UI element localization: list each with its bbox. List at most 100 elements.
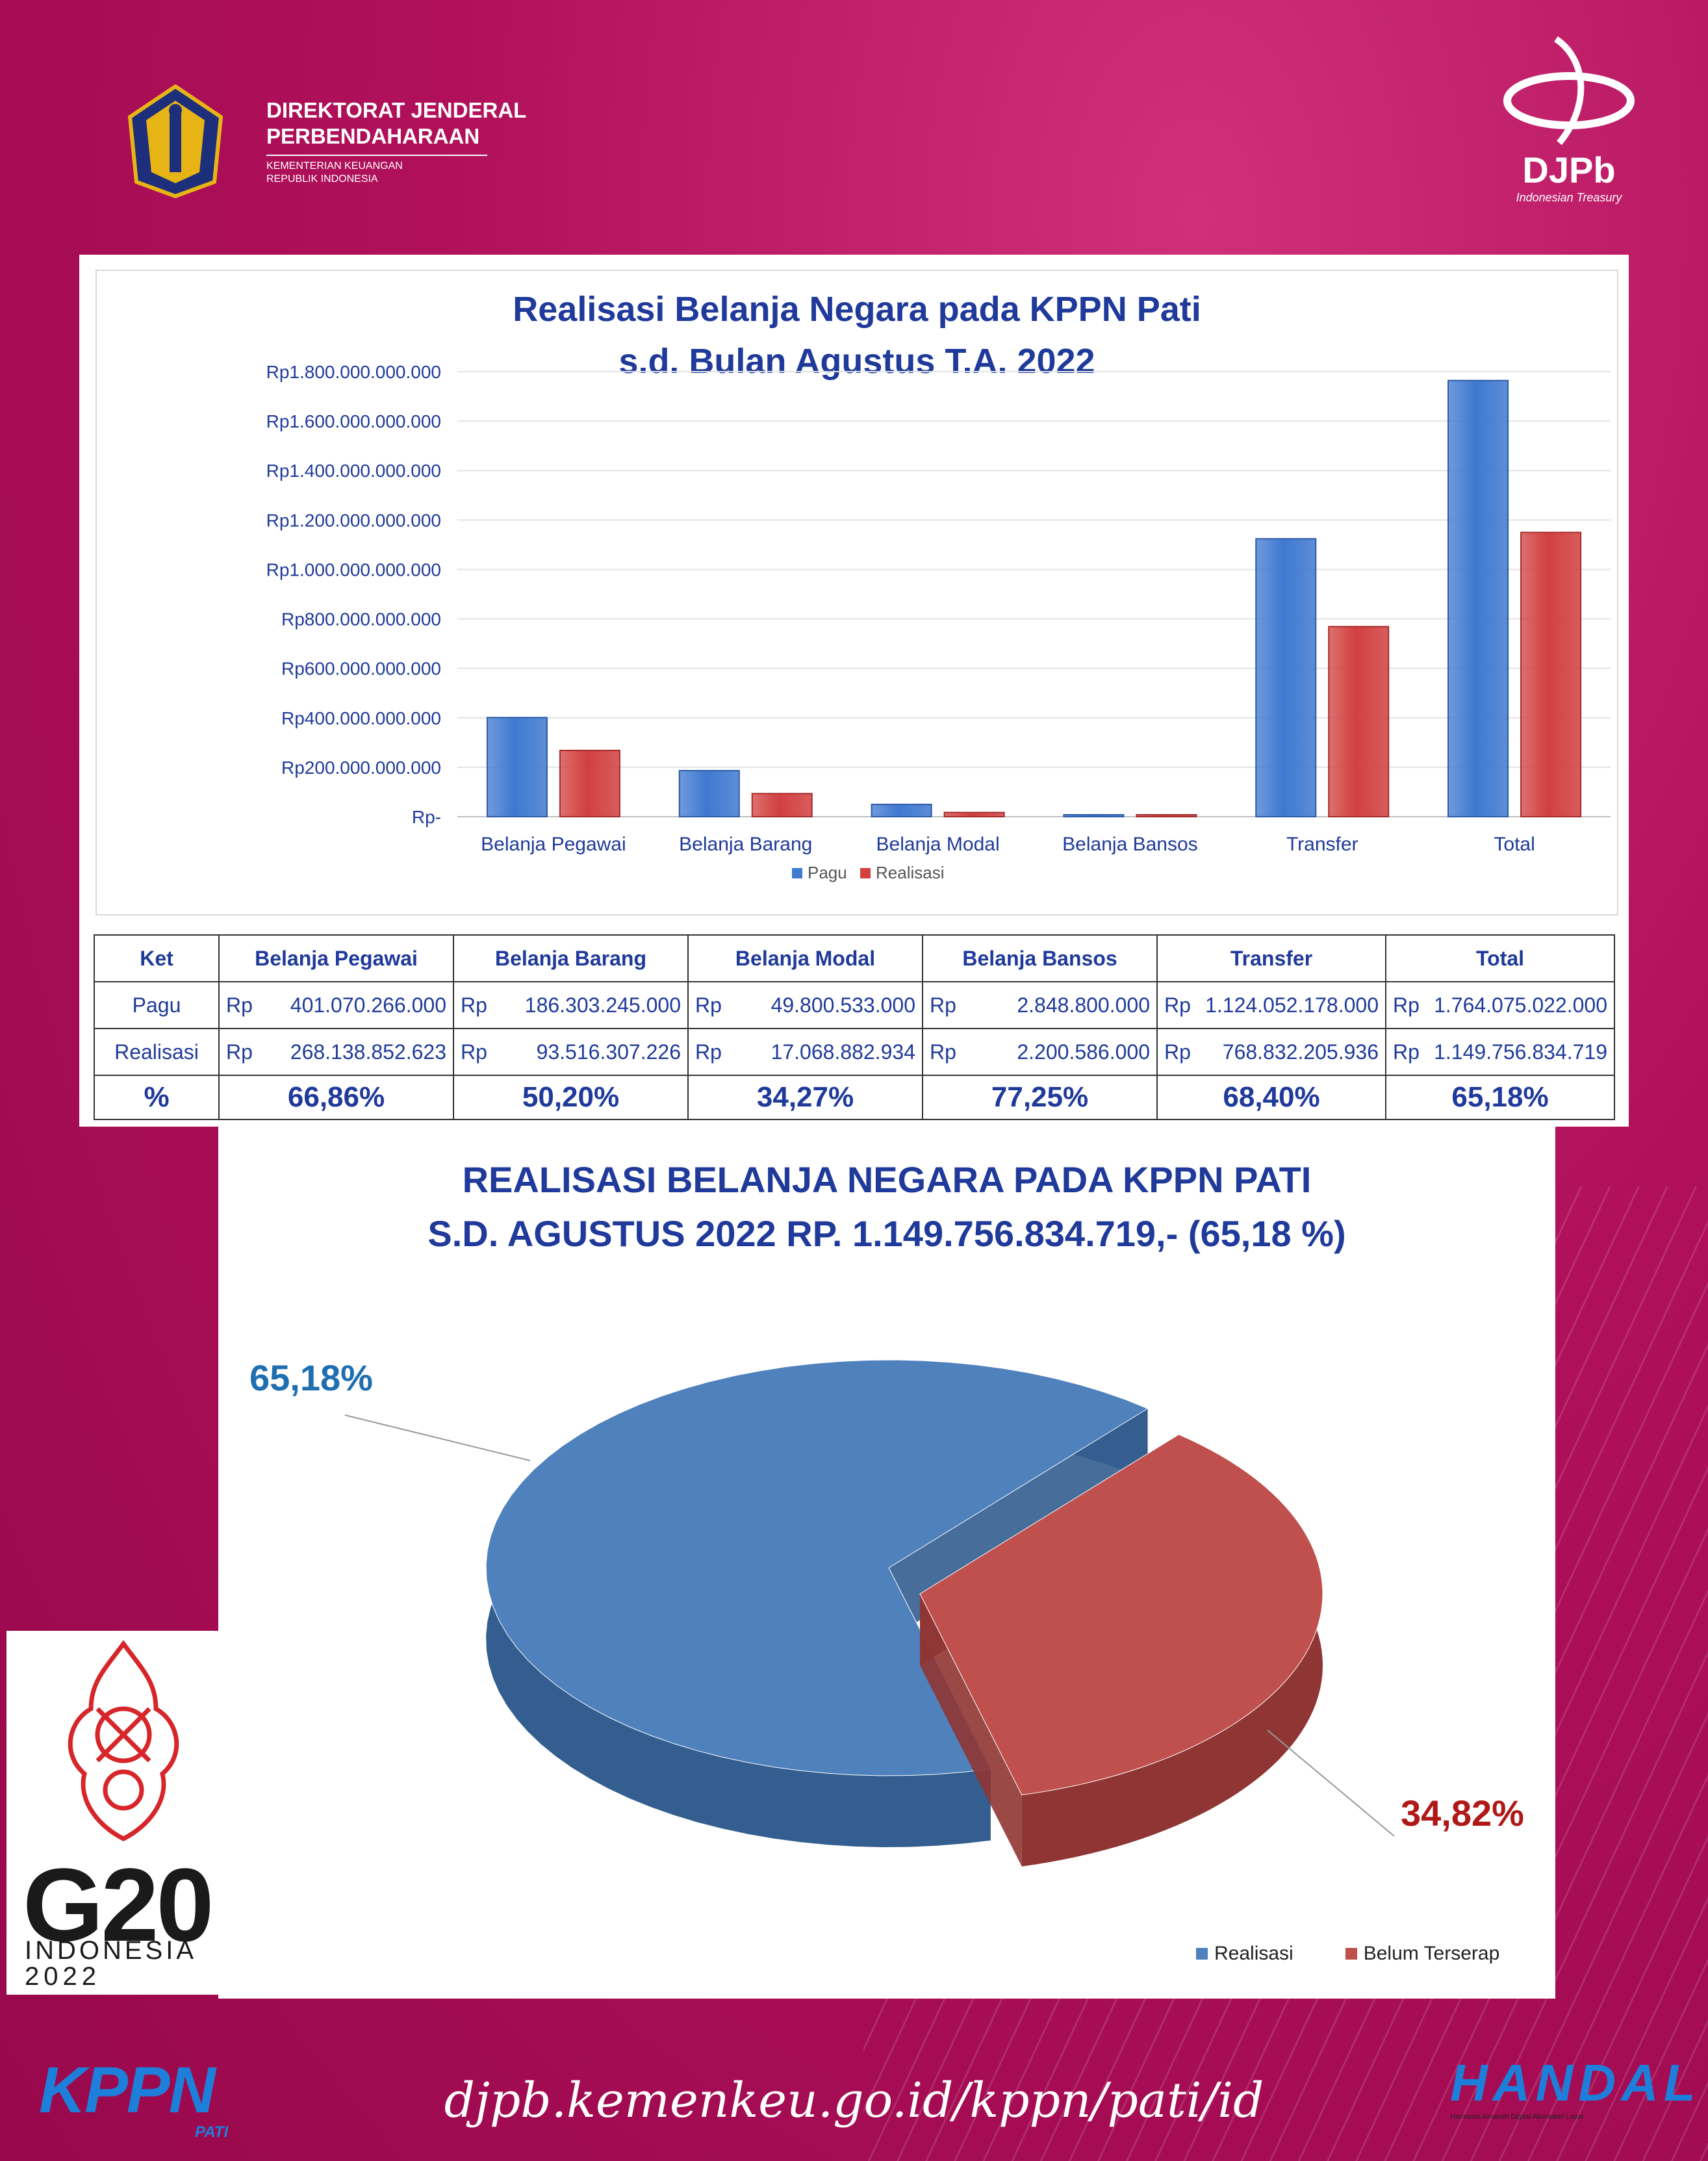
- legend-swatch-realisasi: [1196, 1948, 1208, 1960]
- bar-pagu: [871, 804, 932, 818]
- currency-label: Rp: [1164, 993, 1191, 1017]
- org-line-3: KEMENTERIAN KEUANGAN: [266, 160, 403, 172]
- handal-values: Harmonis Amanah Digital Akuntabel Loyal: [1450, 2113, 1583, 2121]
- realisasi-table: Ket Belanja Pegawai Belanja Barang Belan…: [94, 934, 1615, 1120]
- table-row-realisasi: Realisasi Rp 268.138.852.623 Rp 93.516.307…: [94, 1028, 1615, 1076]
- org-line-2: PERBENDAHARAAN: [266, 124, 480, 148]
- table-cell: Rp 1.764.075.022.000: [1385, 981, 1615, 1029]
- cell-value: 1.764.075.022.000: [1434, 993, 1607, 1017]
- pie-slice-belum: [919, 1434, 1323, 1796]
- percent-cell: 65,18%: [1385, 1075, 1615, 1120]
- bar-chart-frame: Realisasi Belanja Negara pada KPPN Pati …: [96, 270, 1618, 915]
- bar-realisasi: [943, 812, 1005, 817]
- y-tick-label: Rp-: [412, 807, 441, 827]
- percent-cell: 66,86%: [218, 1075, 454, 1120]
- bar-chart-panel: Realisasi Belanja Negara pada KPPN Pati …: [79, 255, 1629, 1127]
- y-tick-label: Rp800.000.000.000: [281, 609, 441, 630]
- legend-label: Realisasi: [1214, 1943, 1294, 1964]
- kppn-sub: PATI: [195, 2123, 229, 2141]
- bar-chart-title: Realisasi Belanja Negara pada KPPN Pati: [513, 290, 1201, 329]
- kemenkeu-logo: [127, 84, 223, 198]
- table-cell: Rp 768.832.205.936: [1156, 1028, 1386, 1076]
- bar-pagu: [1063, 814, 1125, 817]
- table-header-row: Ket Belanja Pegawai Belanja Barang Belan…: [94, 934, 1615, 982]
- currency-label: Rp: [461, 993, 487, 1017]
- cell-value: 49.800.533.000: [771, 993, 915, 1017]
- currency-label: Rp: [930, 1040, 956, 1064]
- pie-label-belum: 34,82%: [1401, 1793, 1524, 1834]
- pie-cut-wall: [920, 1594, 1022, 1867]
- currency-label: Rp: [226, 993, 253, 1017]
- table-cell: Rp 1.149.756.834.719: [1385, 1028, 1615, 1076]
- kppn-logo: KPPN: [39, 2054, 216, 2127]
- bar-realisasi: [1136, 814, 1197, 817]
- y-tick-label: Rp1.800.000.000.000: [266, 362, 441, 382]
- g20-logo: G20 INDONESIA 2022: [6, 1631, 240, 1995]
- table-header: Transfer: [1156, 934, 1386, 982]
- bar-realisasi: [1520, 531, 1582, 817]
- table-header: Belanja Modal: [687, 934, 923, 982]
- legend-swatch: [860, 868, 871, 878]
- legend-label: Realisasi: [876, 863, 945, 882]
- djpb-swoosh-icon: [1503, 36, 1635, 146]
- table-cell: Rp 2.200.586.000: [922, 1028, 1158, 1076]
- org-name: DIREKTORAT JENDERAL PERBENDAHARAAN KEMEN…: [266, 97, 526, 186]
- table-cell: Rp 17.068.882.934: [687, 1028, 923, 1076]
- table-cell: Rp 93.516.307.226: [453, 1028, 689, 1076]
- table-cell: Rp 2.848.800.000: [922, 981, 1158, 1029]
- website-url[interactable]: djpb.kemenkeu.go.id/kppn/pati/id: [444, 2073, 1264, 2129]
- g20-country: INDONESIA: [25, 1936, 198, 1965]
- cell-value: 1.124.052.178.000: [1205, 993, 1379, 1017]
- table-cell: Rp 1.124.052.178.000: [1156, 981, 1386, 1029]
- bar-pagu: [678, 770, 740, 817]
- percent-cell: 34,27%: [687, 1075, 923, 1120]
- bar-realisasi: [751, 793, 813, 818]
- x-tick-label: Transfer: [1286, 834, 1358, 855]
- percent-cell: 68,40%: [1156, 1075, 1386, 1120]
- bar-chart: Rp- Rp200.000.000.000 Rp400.000.000.000 Rp6…: [266, 362, 1611, 882]
- org-line-4: REPUBLIK INDONESIA: [266, 173, 378, 185]
- leader-line: [1267, 1730, 1395, 1837]
- org-divider: [266, 155, 487, 156]
- bar-chart-subtitle: s.d. Bulan Agustus T.A. 2022: [618, 342, 1095, 381]
- currency-label: Rp: [695, 993, 722, 1017]
- table-cell: Rp 268.138.852.623: [218, 1028, 454, 1076]
- currency-label: Rp: [695, 1040, 722, 1064]
- bar-pagu: [486, 717, 548, 817]
- x-tick-label: Total: [1494, 834, 1535, 855]
- table-header: Belanja Barang: [453, 934, 689, 982]
- cell-value: 268.138.852.623: [290, 1040, 446, 1064]
- bar-realisasi: [559, 749, 620, 817]
- y-tick-label: Rp1.200.000.000.000: [266, 510, 441, 530]
- percent-cell: 50,20%: [453, 1075, 689, 1120]
- row-label: Pagu: [94, 981, 220, 1029]
- pie-slice-realisasi: [485, 1359, 1149, 1776]
- djpb-logo: DJPb Indonesian Treasury: [1494, 32, 1644, 208]
- cell-value: 1.149.756.834.719: [1434, 1040, 1607, 1064]
- leader-line: [344, 1414, 531, 1461]
- y-tick-label: Rp1.600.000.000.000: [266, 411, 441, 431]
- row-label: Realisasi: [94, 1028, 220, 1076]
- table-header: Ket: [94, 934, 220, 982]
- g20-mark: G20: [23, 1847, 214, 1963]
- g20-year: 2022: [25, 1962, 101, 1991]
- bar-pagu: [1255, 538, 1317, 817]
- y-tick-label: Rp400.000.000.000: [281, 708, 441, 728]
- x-tick-label: Belanja Barang: [679, 834, 812, 855]
- org-line-1: DIREKTORAT JENDERAL: [266, 98, 527, 122]
- g20-ornament-icon: [68, 1640, 179, 1841]
- table-header: Total: [1385, 934, 1615, 982]
- pie-chart-title: REALISASI BELANJA NEGARA PADA KPPN PATI: [462, 1159, 1312, 1200]
- table-row-percent: % 66,86% 50,20% 34,27% 77,25% 68,40% 65,…: [94, 1075, 1615, 1120]
- legend-label: Pagu: [808, 863, 847, 882]
- cell-value: 17.068.882.934: [771, 1040, 915, 1064]
- row-label: %: [94, 1075, 220, 1120]
- y-tick-label: Rp1.400.000.000.000: [266, 461, 441, 481]
- cell-value: 401.070.266.000: [290, 993, 446, 1017]
- cell-value: 2.848.800.000: [1017, 993, 1150, 1017]
- table-header: Belanja Pegawai: [218, 934, 454, 982]
- table-cell: Rp 186.303.245.000: [453, 981, 689, 1029]
- currency-label: Rp: [461, 1040, 487, 1064]
- pie-chart-subtitle: S.D. AGUSTUS 2022 RP. 1.149.756.834.719,…: [427, 1213, 1346, 1254]
- x-tick-label: Belanja Bansos: [1062, 834, 1197, 855]
